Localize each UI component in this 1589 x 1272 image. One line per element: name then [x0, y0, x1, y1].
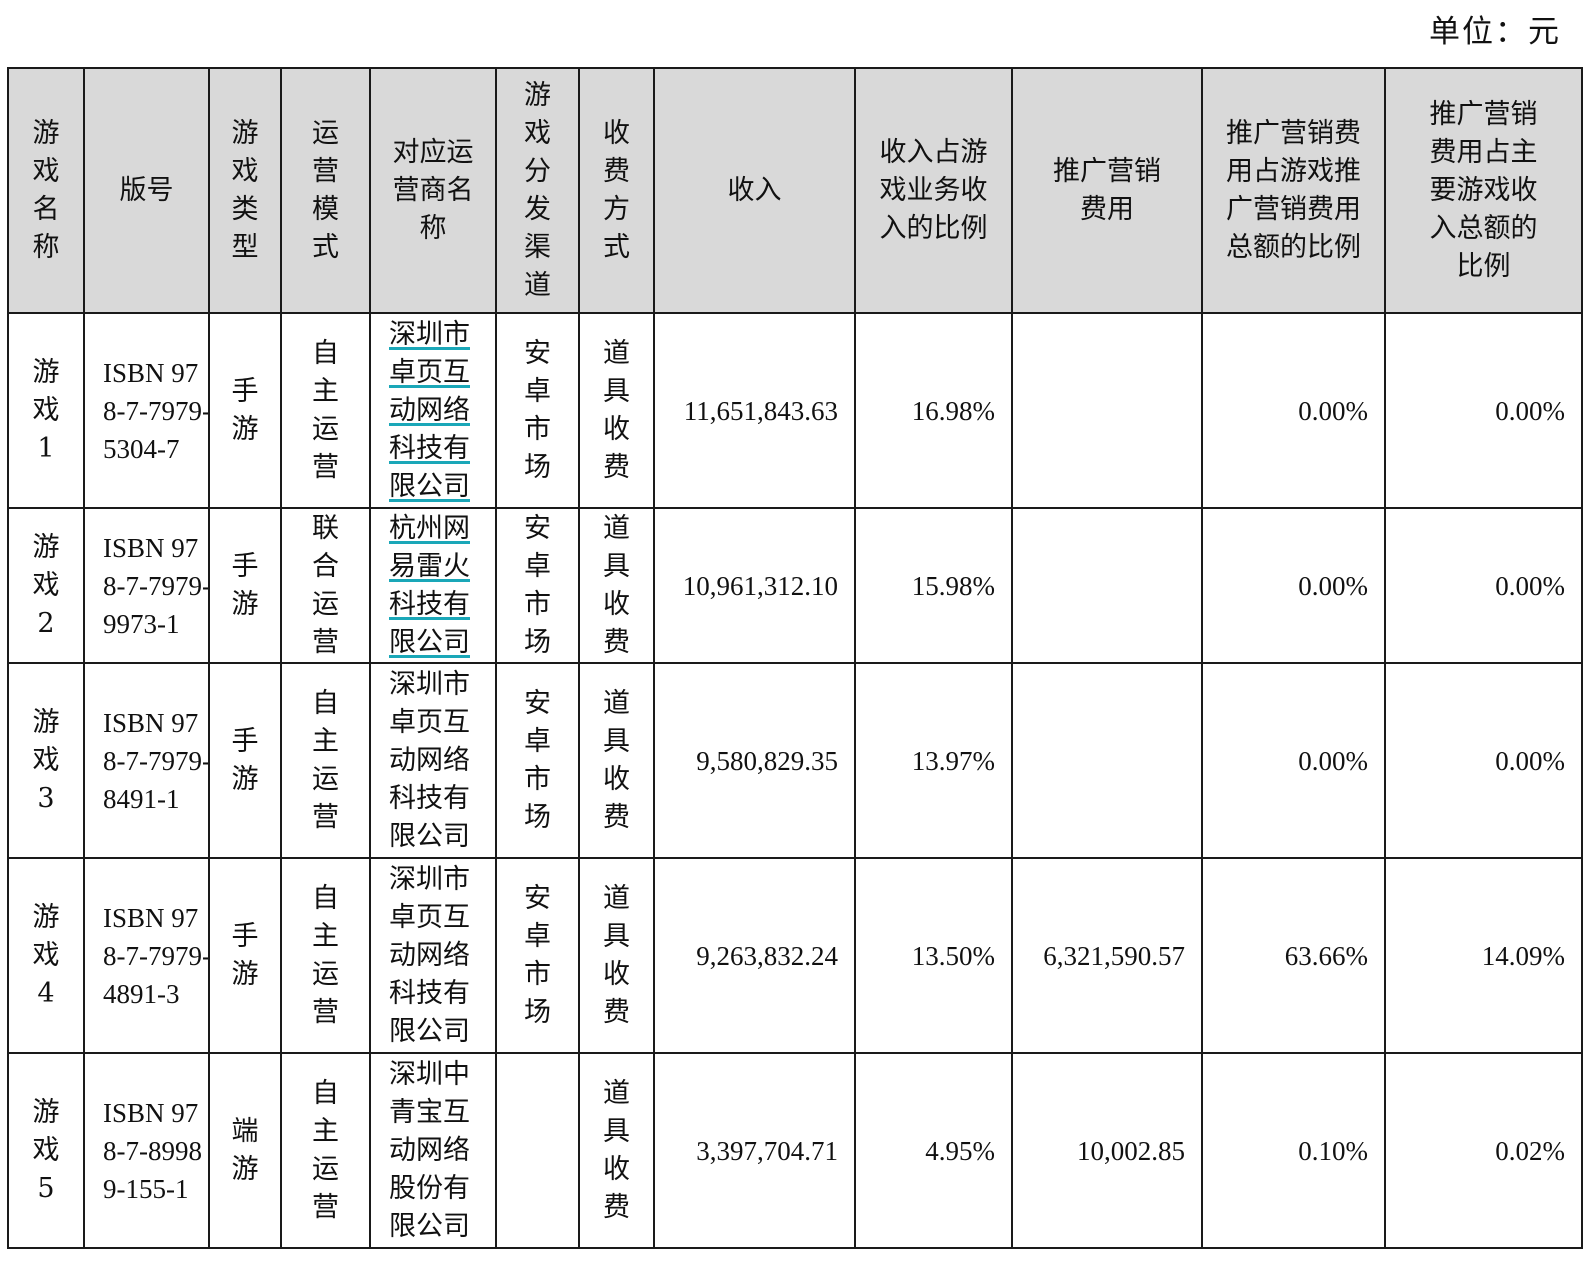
cell-fee-method: 道具收费	[578, 312, 655, 509]
cell-revenue-ratio: 16.98%	[854, 312, 1013, 509]
header-operator-name: 对应运营商名称	[369, 67, 497, 314]
cell-fee-method: 道具收费	[578, 507, 655, 664]
cell-revenue: 9,580,829.35	[653, 662, 856, 859]
cell-fee-method: 道具收费	[578, 857, 655, 1054]
table-row: 游戏3 ISBN 978-7-7979-8491-1 手游 自主运营 深圳市卓页…	[7, 662, 1583, 859]
cell-isbn: ISBN 978-7-7979-9973-1	[83, 507, 210, 664]
cell-isbn: ISBN 978-7-7979-4891-3	[83, 857, 210, 1054]
table-row: 游戏1 ISBN 978-7-7979-5304-7 手游 自主运营 深圳市卓页…	[7, 312, 1583, 509]
cell-operator-name[interactable]: 杭州网易雷火科技有限公司	[369, 507, 497, 664]
header-game-name: 游戏名称	[7, 67, 85, 314]
cell-promotion-cost	[1011, 662, 1203, 859]
header-revenue-ratio: 收入占游戏业务收入的比例	[854, 67, 1013, 314]
header-isbn: 版号	[83, 67, 210, 314]
cell-revenue: 3,397,704.71	[653, 1052, 856, 1249]
cell-game-type: 手游	[208, 312, 282, 509]
cell-promotion-cost: 10,002.85	[1011, 1052, 1203, 1249]
cell-game-type: 端游	[208, 1052, 282, 1249]
cell-promotion-main-revenue-ratio: 0.00%	[1384, 507, 1583, 664]
cell-revenue-ratio: 15.98%	[854, 507, 1013, 664]
cell-game-name: 游戏3	[7, 662, 85, 859]
cell-revenue-ratio: 4.95%	[854, 1052, 1013, 1249]
cell-promotion-cost-ratio: 0.00%	[1201, 662, 1386, 859]
cell-game-name: 游戏4	[7, 857, 85, 1054]
header-distribution-channel: 游戏分发渠道	[495, 67, 580, 314]
cell-operator-name: 深圳市卓页互动网络科技有限公司	[369, 662, 497, 859]
unit-label: 单位：元	[1429, 14, 1561, 50]
cell-promotion-cost: 6,321,590.57	[1011, 857, 1203, 1054]
cell-operator-name: 深圳市卓页互动网络科技有限公司	[369, 857, 497, 1054]
cell-promotion-cost-ratio: 63.66%	[1201, 857, 1386, 1054]
cell-operation-mode: 自主运营	[280, 857, 371, 1054]
cell-promotion-cost	[1011, 507, 1203, 664]
header-fee-method: 收费方式	[578, 67, 655, 314]
table-row: 游戏4 ISBN 978-7-7979-4891-3 手游 自主运营 深圳市卓页…	[7, 857, 1583, 1054]
cell-revenue-ratio: 13.50%	[854, 857, 1013, 1054]
header-promotion-cost-ratio: 推广营销费用占游戏推广营销费用总额的比例	[1201, 67, 1386, 314]
cell-promotion-main-revenue-ratio: 0.00%	[1384, 312, 1583, 509]
cell-promotion-cost	[1011, 312, 1203, 509]
cell-promotion-cost-ratio: 0.00%	[1201, 312, 1386, 509]
cell-promotion-cost-ratio: 0.10%	[1201, 1052, 1386, 1249]
cell-isbn: ISBN 978-7-7979-5304-7	[83, 312, 210, 509]
cell-distribution-channel	[495, 1052, 580, 1249]
cell-revenue: 9,263,832.24	[653, 857, 856, 1054]
cell-promotion-main-revenue-ratio: 0.02%	[1384, 1052, 1583, 1249]
cell-revenue: 10,961,312.10	[653, 507, 856, 664]
header-operation-mode: 运营模式	[280, 67, 371, 314]
header-revenue: 收入	[653, 67, 856, 314]
game-revenue-table: 游戏名称 版号 游戏类型 运营模式 对应运营商名称 游戏分发渠道 收费方式 收入…	[7, 67, 1583, 1249]
operator-link[interactable]: 深圳市卓页互动网络科技有限公司	[389, 318, 470, 502]
cell-operator-name: 深圳中青宝互动网络股份有限公司	[369, 1052, 497, 1249]
cell-revenue: 11,651,843.63	[653, 312, 856, 509]
cell-operation-mode: 联合运营	[280, 507, 371, 664]
operator-link[interactable]: 杭州网易雷火科技有限公司	[389, 512, 470, 658]
table-row: 游戏2 ISBN 978-7-7979-9973-1 手游 联合运营 杭州网易雷…	[7, 507, 1583, 664]
cell-operation-mode: 自主运营	[280, 662, 371, 859]
cell-game-type: 手游	[208, 507, 282, 664]
cell-fee-method: 道具收费	[578, 662, 655, 859]
cell-operator-name[interactable]: 深圳市卓页互动网络科技有限公司	[369, 312, 497, 509]
cell-isbn: ISBN 978-7-7979-8491-1	[83, 662, 210, 859]
cell-isbn: ISBN 978-7-89989-155-1	[83, 1052, 210, 1249]
cell-game-type: 手游	[208, 857, 282, 1054]
cell-distribution-channel: 安卓市场	[495, 312, 580, 509]
cell-revenue-ratio: 13.97%	[854, 662, 1013, 859]
cell-game-type: 手游	[208, 662, 282, 859]
table-row: 游戏5 ISBN 978-7-89989-155-1 端游 自主运营 深圳中青宝…	[7, 1052, 1583, 1249]
cell-game-name: 游戏5	[7, 1052, 85, 1249]
cell-distribution-channel: 安卓市场	[495, 662, 580, 859]
header-game-type: 游戏类型	[208, 67, 282, 314]
header-promotion-cost: 推广营销费用	[1011, 67, 1203, 314]
cell-distribution-channel: 安卓市场	[495, 857, 580, 1054]
cell-promotion-cost-ratio: 0.00%	[1201, 507, 1386, 664]
cell-game-name: 游戏1	[7, 312, 85, 509]
cell-promotion-main-revenue-ratio: 0.00%	[1384, 662, 1583, 859]
cell-fee-method: 道具收费	[578, 1052, 655, 1249]
cell-promotion-main-revenue-ratio: 14.09%	[1384, 857, 1583, 1054]
cell-operation-mode: 自主运营	[280, 1052, 371, 1249]
cell-distribution-channel: 安卓市场	[495, 507, 580, 664]
cell-operation-mode: 自主运营	[280, 312, 371, 509]
header-row: 游戏名称 版号 游戏类型 运营模式 对应运营商名称 游戏分发渠道 收费方式 收入…	[7, 67, 1583, 314]
cell-game-name: 游戏2	[7, 507, 85, 664]
header-promotion-main-revenue-ratio: 推广营销费用占主要游戏收入总额的比例	[1384, 67, 1583, 314]
